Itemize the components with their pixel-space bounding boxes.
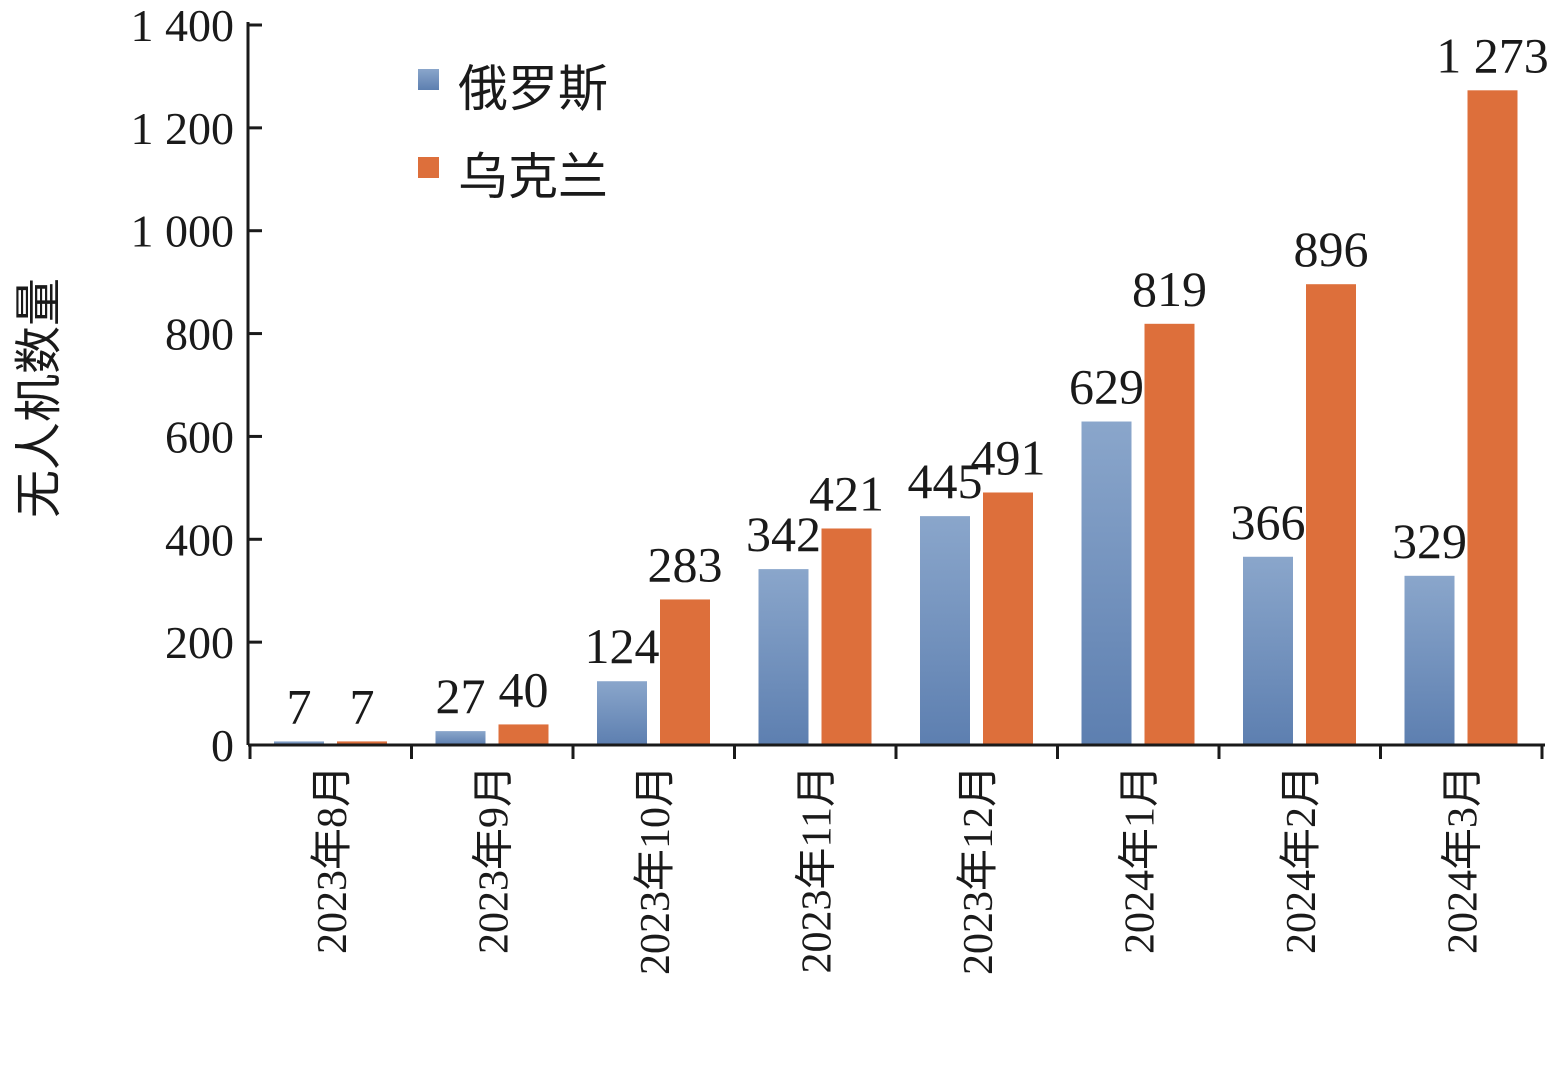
data-label: 629 [1069,359,1144,415]
y-tick-label: 400 [165,514,234,565]
data-label: 445 [908,453,983,509]
bar-series-0-2 [597,681,647,745]
bar-series-1-7 [1467,90,1518,746]
y-tick-label: 0 [211,720,234,771]
data-label: 329 [1392,513,1467,569]
y-axis: 0 200 400 600 800 1 000 1 200 1 400 [131,0,262,771]
data-label: 1 273 [1436,27,1549,83]
data-label: 27 [436,668,486,724]
category-label: 2023年12月 [955,765,1002,975]
bar-series-0-3 [758,569,809,745]
data-label: 7 [350,678,375,734]
data-label: 366 [1231,494,1306,550]
bar-series-1-6 [1306,284,1356,745]
bar-series-0-0 [274,741,324,745]
bar-series-1-2 [660,599,710,745]
category-label: 2024年1月 [1116,765,1163,954]
bar-series-1-3 [821,528,872,745]
legend-label: 俄罗斯 [458,61,608,117]
legend-label: 乌克兰 [458,149,608,205]
data-label: 124 [585,618,660,674]
bar-series-1-1 [498,724,549,745]
y-tick-label: 200 [165,617,234,668]
data-label: 421 [809,465,884,521]
y-tick-label: 1 000 [131,206,235,257]
data-label: 283 [648,536,723,592]
category-label: 2023年9月 [470,765,517,954]
legend-swatch-series-1 [418,157,439,178]
category-label: 2023年8月 [309,765,356,954]
y-tick-label: 1 400 [131,0,235,51]
data-label: 819 [1132,261,1207,317]
bar-series-1-0 [337,741,387,745]
data-label: 342 [746,506,821,562]
category-label: 2024年2月 [1278,765,1325,954]
bar-series-0-1 [435,731,486,745]
category-label: 2023年11月 [793,765,840,973]
bar-series-1-4 [983,492,1033,745]
data-label: 491 [971,429,1046,485]
data-label: 7 [287,678,312,734]
bars [274,90,1518,746]
legend-swatch-series-0 [418,69,439,90]
data-label: 896 [1294,221,1369,277]
bar-series-0-7 [1404,575,1455,745]
category-label: 2024年3月 [1439,765,1486,954]
data-labels: 7 27 124 342 445 629 366 329 7 40 283 421 491 819 896 1… [287,27,1549,734]
bar-series-0-5 [1081,421,1132,745]
bar-series-0-4 [920,516,970,745]
x-axis: 2023年8月 2023年9月 2023年10月 2023年11月 2023年12月 20… [248,743,1545,975]
data-label: 40 [499,661,549,717]
bar-series-1-5 [1144,323,1195,745]
category-label: 2023年10月 [632,765,679,975]
y-tick-label: 800 [165,309,234,360]
y-axis-title: 无人机数量 [13,278,66,518]
y-tick-label: 1 200 [131,103,235,154]
bar-series-0-6 [1243,556,1293,745]
y-tick-label: 600 [165,411,234,462]
